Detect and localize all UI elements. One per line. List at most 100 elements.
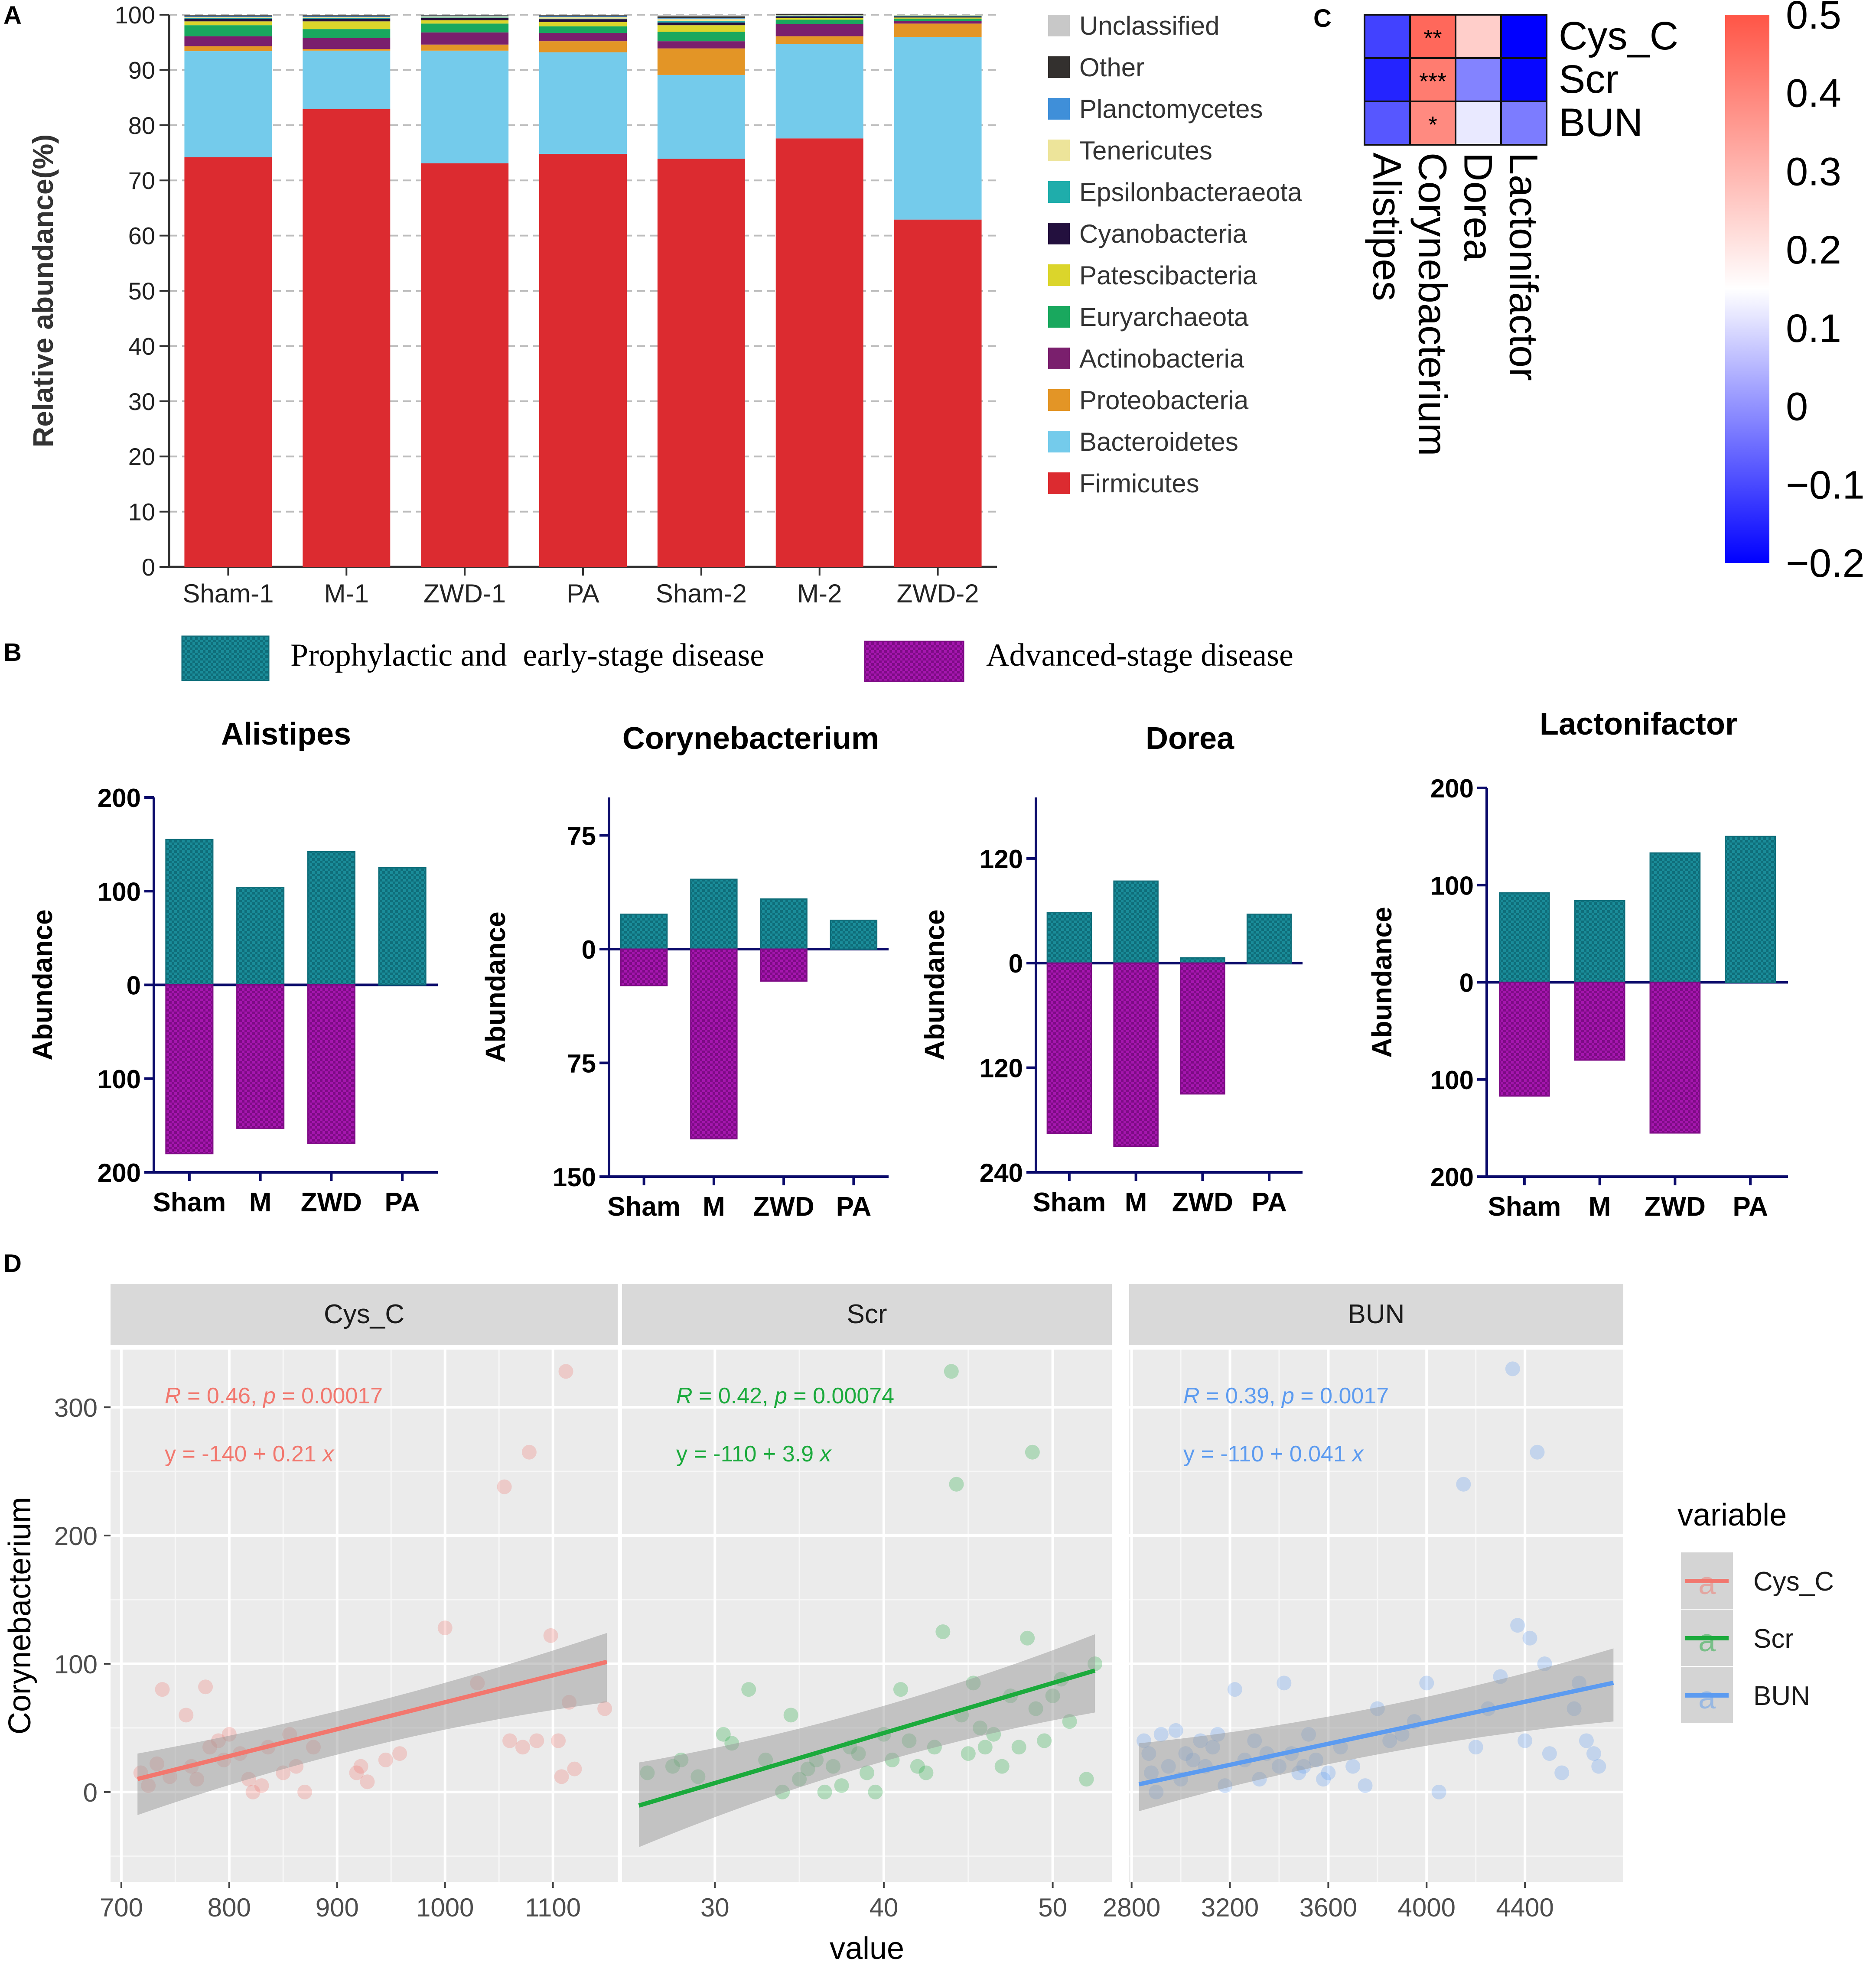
- heatmap-column-label: Lactonifactor: [1501, 153, 1546, 381]
- legend-key-glyph: a: [1698, 1623, 1716, 1658]
- data-point: [543, 1628, 558, 1643]
- data-point: [360, 1774, 375, 1789]
- data-point: [977, 1740, 993, 1755]
- bar-early: [1725, 836, 1776, 983]
- data-point: [1227, 1682, 1242, 1697]
- y-axis-title: Abundance: [1366, 907, 1397, 1057]
- bar-early: [1113, 880, 1159, 964]
- equation-variable: x: [321, 1441, 335, 1467]
- regression-line: [137, 1659, 608, 1781]
- legend-swatch-advanced: [864, 641, 964, 682]
- bar-early: [165, 839, 214, 986]
- equation-annotation: y = -110 + 3.9 x: [676, 1441, 832, 1467]
- y-tick-label: 240: [980, 1158, 1023, 1187]
- y-tick-label: 0: [1009, 949, 1023, 978]
- x-tick-label: ZWD: [753, 1192, 814, 1222]
- bar-segment-proteobacteria: [184, 46, 272, 52]
- p-value: = 0.00074: [787, 1383, 894, 1409]
- y-tick-label: 0: [83, 1778, 98, 1807]
- r-symbol: R: [165, 1383, 181, 1409]
- bar-early: [1499, 892, 1550, 983]
- bar-early: [236, 887, 285, 986]
- bar-segment-bacteroidetes: [421, 50, 509, 163]
- facet-strip-label: Scr: [847, 1299, 887, 1329]
- y-tick-label: 0: [127, 971, 141, 1000]
- legend-swatch: [1048, 431, 1070, 452]
- colorbar-tick-label: 0.1: [1786, 306, 1841, 351]
- data-point: [1025, 1444, 1040, 1460]
- data-point: [297, 1784, 313, 1799]
- y-tick-label: 100: [1430, 871, 1474, 900]
- p-symbol: p: [262, 1383, 276, 1409]
- legend-swatch: [1048, 306, 1070, 328]
- heatmap-cell: [1409, 101, 1456, 146]
- y-tick-label: 40: [128, 332, 155, 360]
- bar-advanced: [620, 948, 668, 986]
- bar-segment-cyanobacteria: [775, 16, 863, 18]
- legend-swatch: [1048, 98, 1070, 120]
- legend-swatch: [1048, 472, 1070, 494]
- equation-variable: x: [1351, 1441, 1364, 1467]
- panel-letter-b: B: [3, 638, 22, 667]
- heatmap-cell: [1455, 101, 1502, 146]
- y-tick-label: 200: [98, 1158, 141, 1187]
- bar-segment-patescibacteria: [421, 20, 509, 24]
- data-point: [521, 1444, 537, 1460]
- x-tick-label: M: [1125, 1187, 1147, 1217]
- facet-strip: [111, 1284, 618, 1345]
- x-tick-label: ZWD: [1645, 1192, 1706, 1222]
- legend-label: Bacteroidetes: [1079, 427, 1238, 456]
- legend-swatch: [1048, 181, 1070, 203]
- bar-segment-bacteroidetes: [539, 52, 627, 154]
- data-point: [1321, 1765, 1336, 1780]
- legend-swatch: [1048, 223, 1070, 244]
- data-point: [1431, 1784, 1446, 1799]
- data-point: [834, 1778, 849, 1793]
- y-tick-label: 200: [1430, 1163, 1474, 1192]
- equation-annotation: y = -110 + 0.041 x: [1183, 1441, 1364, 1467]
- bar-segment-firmicutes: [184, 157, 272, 567]
- bar-segment-epsilonbacteraeota: [303, 18, 391, 19]
- bar-segment-actinobacteria: [421, 32, 509, 45]
- bar-segment-tenericutes: [303, 17, 391, 18]
- x-tick-label: M: [1589, 1192, 1611, 1222]
- heatmap-cell: [1500, 14, 1547, 59]
- y-tick-label: 120: [980, 1054, 1023, 1083]
- bar-segment-firmicutes: [539, 154, 627, 567]
- legend-swatch: [1048, 348, 1070, 369]
- facet-panel: [111, 1350, 618, 1882]
- y-tick-label: 200: [54, 1522, 98, 1551]
- y-tick-label: 0: [142, 553, 155, 581]
- significance-marker: *: [1428, 112, 1437, 138]
- bar-segment-tenericutes: [657, 18, 745, 21]
- legend-label: Euryarchaeota: [1079, 303, 1249, 332]
- data-point: [1510, 1618, 1525, 1633]
- x-tick-label: Sham-1: [182, 579, 274, 608]
- legend-swatch-early: [181, 635, 270, 681]
- bar-segment-tenericutes: [421, 16, 509, 18]
- bar-segment-other: [657, 16, 745, 18]
- bar-segment-other: [303, 15, 391, 16]
- r-value: = 0.46,: [181, 1383, 263, 1409]
- bar-early: [830, 920, 878, 950]
- r-value: = 0.42,: [693, 1383, 775, 1409]
- r-symbol: R: [1183, 1383, 1200, 1409]
- x-tick-label: M: [249, 1187, 272, 1217]
- y-tick-label: 80: [128, 112, 155, 139]
- bar-advanced: [690, 948, 738, 1139]
- bar-segment-bacteroidetes: [303, 50, 391, 109]
- legend-swatch: [1048, 389, 1070, 411]
- bar-segment-planctomycetes: [539, 16, 627, 17]
- bar-segment-actinobacteria: [657, 41, 745, 49]
- bar-segment-cyanobacteria: [303, 18, 391, 22]
- data-point: [910, 1759, 925, 1774]
- p-symbol: p: [774, 1383, 787, 1409]
- x-tick-label: 1100: [525, 1893, 581, 1922]
- x-tick-label: PA: [1251, 1187, 1287, 1217]
- heatmap-cell: [1364, 101, 1411, 146]
- subplot-title: Dorea: [1146, 721, 1234, 756]
- legend-swatch: [1048, 140, 1070, 161]
- bar-segment-proteobacteria: [894, 23, 982, 37]
- confidence-band: [1139, 1648, 1614, 1812]
